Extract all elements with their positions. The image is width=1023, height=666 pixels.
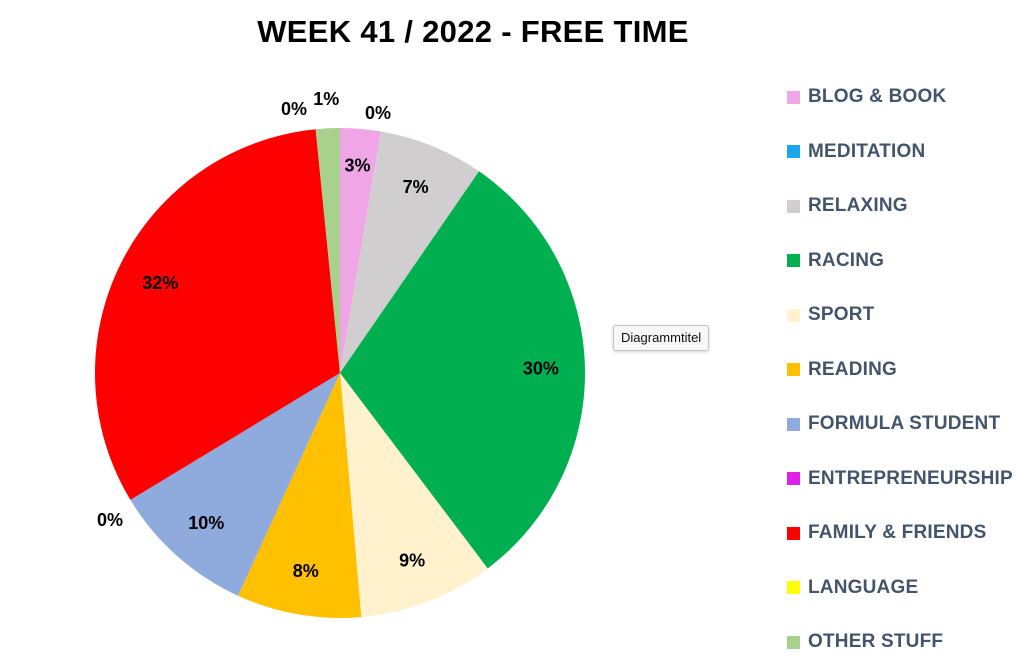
legend-item-other-stuff[interactable]: OTHER STUFF [787,629,943,655]
legend-swatch-entrepreneurship [787,472,800,485]
legend-label-reading: READING [808,358,898,380]
legend-label-racing: RACING [808,249,885,271]
legend-label-language: LANGUAGE [808,576,919,598]
legend-swatch-sport [787,308,800,322]
legend-swatch-formula-student [787,417,800,431]
legend-swatch-racing [787,254,800,267]
legend-label-meditation: MEDITATION [808,140,926,162]
legend-label-blog-book: BLOG & BOOK [808,86,947,107]
pie-slice-sport[interactable] [340,373,488,618]
data-label-relaxing: 7% [403,177,429,197]
data-label-reading: 8% [293,561,319,581]
legend-item-reading[interactable]: READING [787,357,897,383]
legend-label-formula-student: FORMULA STUDENT [808,413,1001,434]
chart-title: WEEK 41 / 2022 - FREE TIME [257,14,689,49]
legend-swatch-reading [787,363,800,376]
data-label-formula-student: 10% [188,513,224,533]
pie-slice-formula-student[interactable] [130,373,340,596]
legend-item-family-friends[interactable]: FAMILY & FRIENDS [787,520,986,546]
legend-swatch-meditation [787,145,800,158]
legend-item-meditation[interactable]: MEDITATION [787,139,925,165]
data-label-racing: 30% [523,359,559,379]
legend-label-sport: SPORT [808,304,875,325]
legend-item-blog-book[interactable]: BLOG & BOOK [787,84,946,110]
legend-item-formula-student[interactable]: FORMULA STUDENT [787,411,1000,437]
data-label-other-stuff: 1% [313,89,339,109]
data-label-language: 0% [281,99,307,119]
pie-slice-blog-book[interactable] [340,128,381,373]
pie-slice-reading[interactable] [238,373,362,618]
legend-item-entrepreneurship[interactable]: ENTREPRENEURSHIP [787,466,1013,492]
legend-item-sport[interactable]: SPORT [787,302,874,328]
legend-swatch-other-stuff [787,635,800,649]
legend-label-family-friends: FAMILY & FRIENDS [808,522,987,543]
legend-label-relaxing: RELAXING [808,195,908,216]
data-label-family-friends: 32% [142,273,178,293]
data-label-entrepreneurship: 0% [97,510,123,530]
legend-label-entrepreneurship: ENTREPRENEURSHIP [808,467,1013,489]
legend-item-relaxing[interactable]: RELAXING [787,193,908,219]
legend-swatch-family-friends [787,526,800,540]
data-label-sport: 9% [399,551,425,571]
legend-item-language[interactable]: LANGUAGE [787,575,918,601]
pie-slice-other-stuff[interactable] [315,128,340,373]
legend-swatch-language [787,581,800,594]
data-label-blog-book: 3% [344,156,370,176]
pie-slice-relaxing[interactable] [340,131,480,373]
chart-title-tooltip: Diagrammtitel [613,325,710,351]
legend-label-other-stuff: OTHER STUFF [808,631,944,652]
legend-swatch-blog-book [787,90,800,104]
data-label-meditation: 0% [365,103,391,123]
pie-slice-racing[interactable] [340,171,586,569]
legend-item-racing[interactable]: RACING [787,248,884,274]
legend-swatch-relaxing [787,199,800,213]
pie-slice-family-friends[interactable] [95,129,340,500]
